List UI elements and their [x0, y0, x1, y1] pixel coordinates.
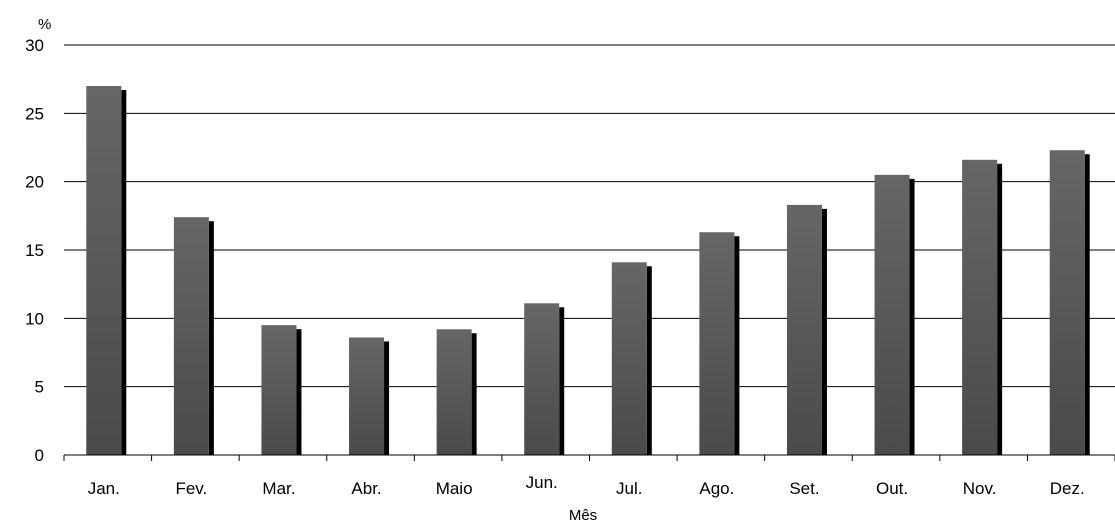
bar-shadow — [646, 266, 652, 455]
y-tick-label: 30 — [25, 36, 44, 55]
bar-shadow — [559, 307, 565, 455]
bar — [611, 262, 647, 455]
bar-shadow — [997, 163, 1003, 456]
x-axis-title: Mês — [569, 507, 597, 522]
x-tick-label: Nov. — [963, 479, 997, 498]
x-tick-label: Jan. — [88, 479, 120, 498]
y-axis-unit-label: % — [38, 16, 51, 33]
x-tick-label: Abr. — [351, 479, 381, 498]
x-tick-label: Dez. — [1050, 479, 1085, 498]
bar — [1049, 150, 1085, 455]
bar — [261, 325, 297, 455]
bar — [699, 232, 735, 455]
bar — [962, 159, 998, 456]
bar — [524, 303, 560, 455]
x-tick-label: Maio — [436, 479, 473, 498]
bar-shadow — [1084, 154, 1090, 455]
x-tick-label: Jun. — [526, 473, 558, 492]
bar — [874, 174, 910, 456]
y-tick-label: 5 — [35, 378, 44, 397]
bar-shadow — [909, 178, 915, 456]
bar — [436, 329, 472, 455]
x-tick-label: Fev. — [175, 479, 207, 498]
bar-shadow — [471, 333, 477, 455]
x-tick-label: Mar. — [262, 479, 295, 498]
bar — [173, 217, 209, 455]
x-tick-label: Out. — [876, 479, 908, 498]
bar — [349, 337, 385, 455]
bar — [86, 86, 122, 455]
bars — [86, 86, 1090, 456]
y-tick-label: 20 — [25, 173, 44, 192]
y-tick-label: 0 — [35, 446, 44, 465]
bar-shadow — [296, 329, 302, 455]
x-tick-label: Set. — [789, 479, 819, 498]
y-tick-label: 10 — [25, 309, 44, 328]
grid-lines — [64, 44, 1115, 388]
bar-shadow — [821, 208, 827, 455]
x-tick-label: Jul. — [616, 479, 642, 498]
bar-shadow — [208, 221, 214, 455]
axes — [63, 454, 1115, 461]
y-tick-label: 25 — [25, 104, 44, 123]
bar-shadow — [734, 236, 740, 455]
bar-shadow — [384, 341, 390, 455]
x-tick-label: Ago. — [699, 479, 734, 498]
labels: % Mês 0 5 10 15 20 25 30 Jan. Fev. Mar. Abr. Maio Ju… — [25, 16, 1085, 522]
y-tick-label: 15 — [25, 241, 44, 260]
bar — [786, 204, 822, 455]
bar-shadow — [121, 90, 127, 455]
